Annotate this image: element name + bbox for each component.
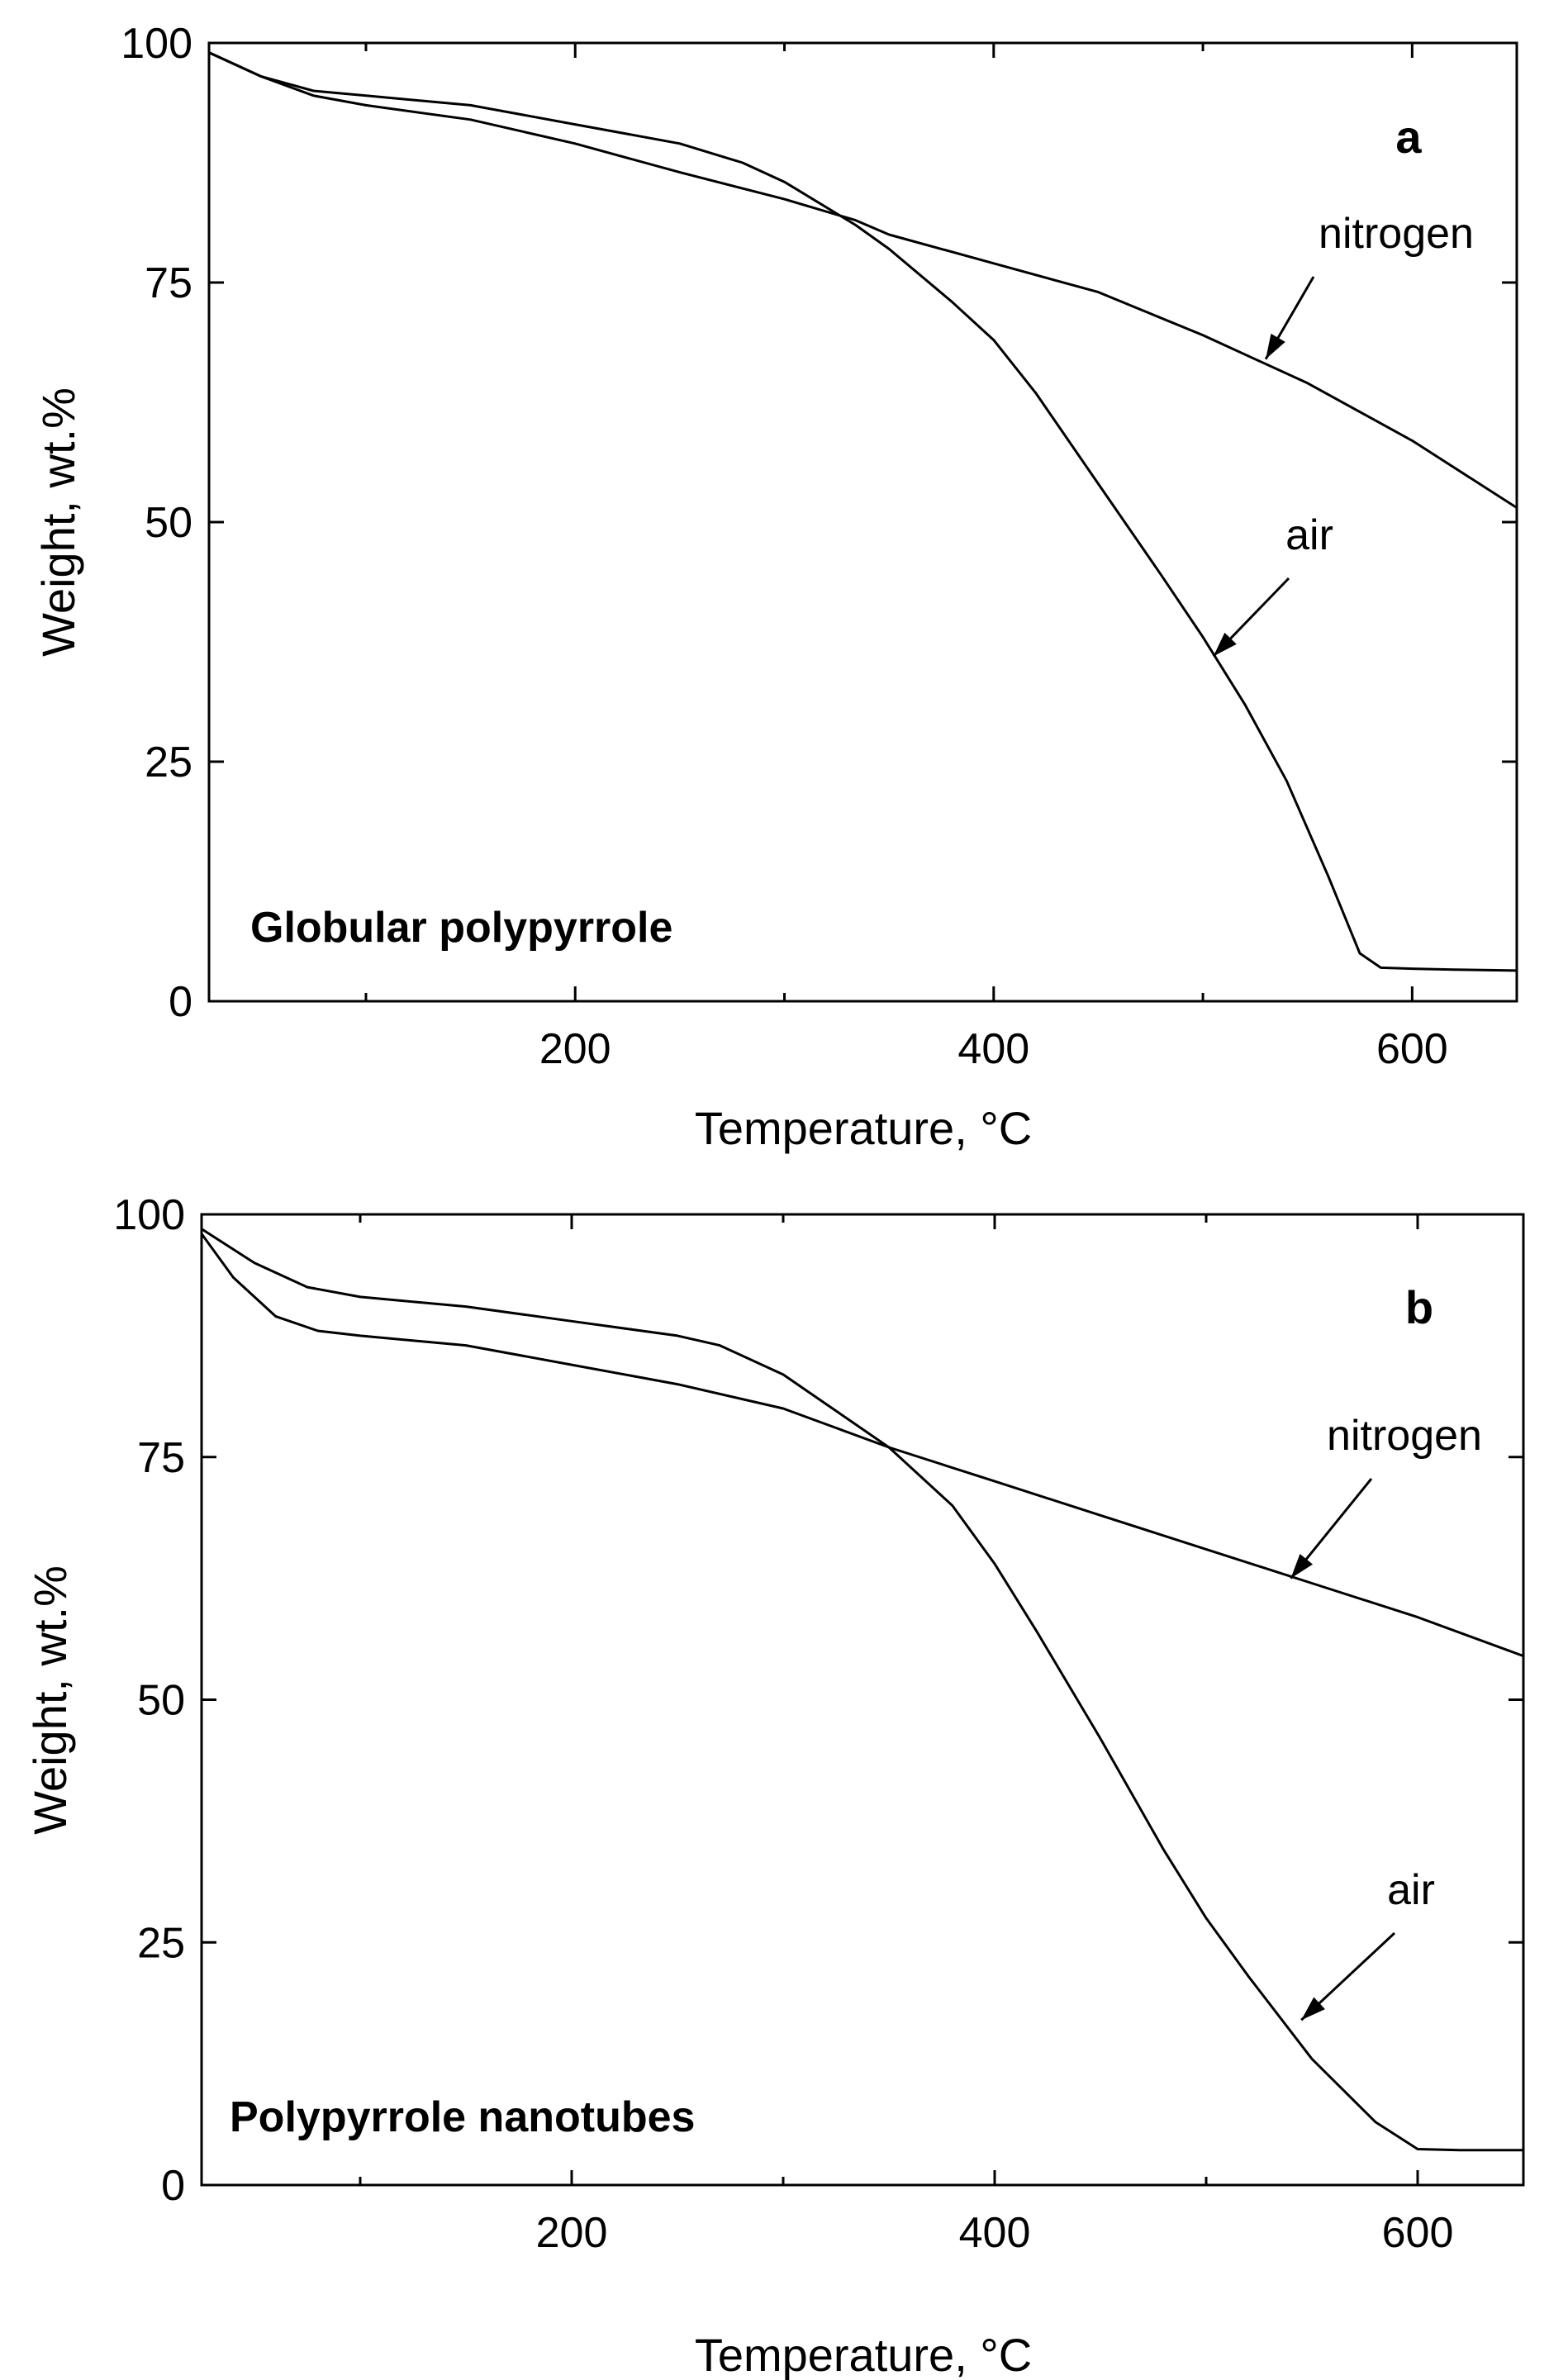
chart-panel-a: 0 25 50 75 100 200 400 600 Temperature, °C Weight…	[32, 20, 1518, 1154]
x-axis-title: Temperature, °C	[695, 1102, 1032, 1154]
y-tick-label: 50	[137, 1677, 185, 1725]
series-line-air	[209, 51, 1517, 972]
x-tick-label: 600	[1382, 2209, 1454, 2257]
x-tick-label: 200	[536, 2209, 608, 2257]
curve-label-air: air	[1387, 1866, 1435, 1914]
y-axis-title: Weight, wt.%	[24, 1565, 76, 1835]
annotation-arrowhead	[1290, 1554, 1314, 1579]
y-tick-label: 50	[145, 499, 192, 547]
series-line-nitrogen	[202, 1233, 1523, 1658]
chart-panel-b: 0 25 50 75 100 200 400 600 Temperature, °C Weight…	[24, 1191, 1525, 2380]
y-tick-label: 100	[121, 20, 192, 68]
series-line-air	[202, 1228, 1523, 2152]
y-axis-title: Weight, wt.%	[32, 387, 84, 657]
y-tick-label: 25	[145, 739, 192, 786]
x-tick-label: 600	[1376, 1025, 1448, 1073]
y-tick-label: 0	[169, 978, 192, 1026]
plot-frame	[200, 1213, 1525, 2187]
panel-letter: a	[1395, 111, 1422, 163]
x-tick-label: 400	[959, 2209, 1031, 2257]
y-tick-label: 0	[161, 2162, 185, 2210]
annotation-arrowhead	[1301, 1997, 1325, 2021]
y-tick-label: 75	[137, 1434, 185, 1482]
panel-letter: b	[1405, 1281, 1433, 1333]
curve-label-air: air	[1285, 511, 1333, 559]
y-tick-label: 25	[137, 1919, 185, 1967]
y-tick-label: 75	[145, 259, 192, 307]
annotation-arrowhead	[1266, 333, 1285, 359]
series-line-nitrogen	[209, 51, 1517, 509]
panel-title: Globular polypyrrole	[250, 904, 672, 952]
curve-label-nitrogen: nitrogen	[1327, 1412, 1482, 1460]
x-tick-label: 200	[539, 1025, 611, 1073]
curve-label-nitrogen: nitrogen	[1319, 210, 1474, 258]
annotation-arrowhead	[1213, 632, 1237, 657]
x-axis-title: Temperature, °C	[695, 2329, 1032, 2380]
x-tick-label: 400	[957, 1025, 1029, 1073]
panel-title: Polypyrrole nanotubes	[230, 2093, 695, 2141]
y-tick-label: 100	[113, 1191, 185, 1239]
